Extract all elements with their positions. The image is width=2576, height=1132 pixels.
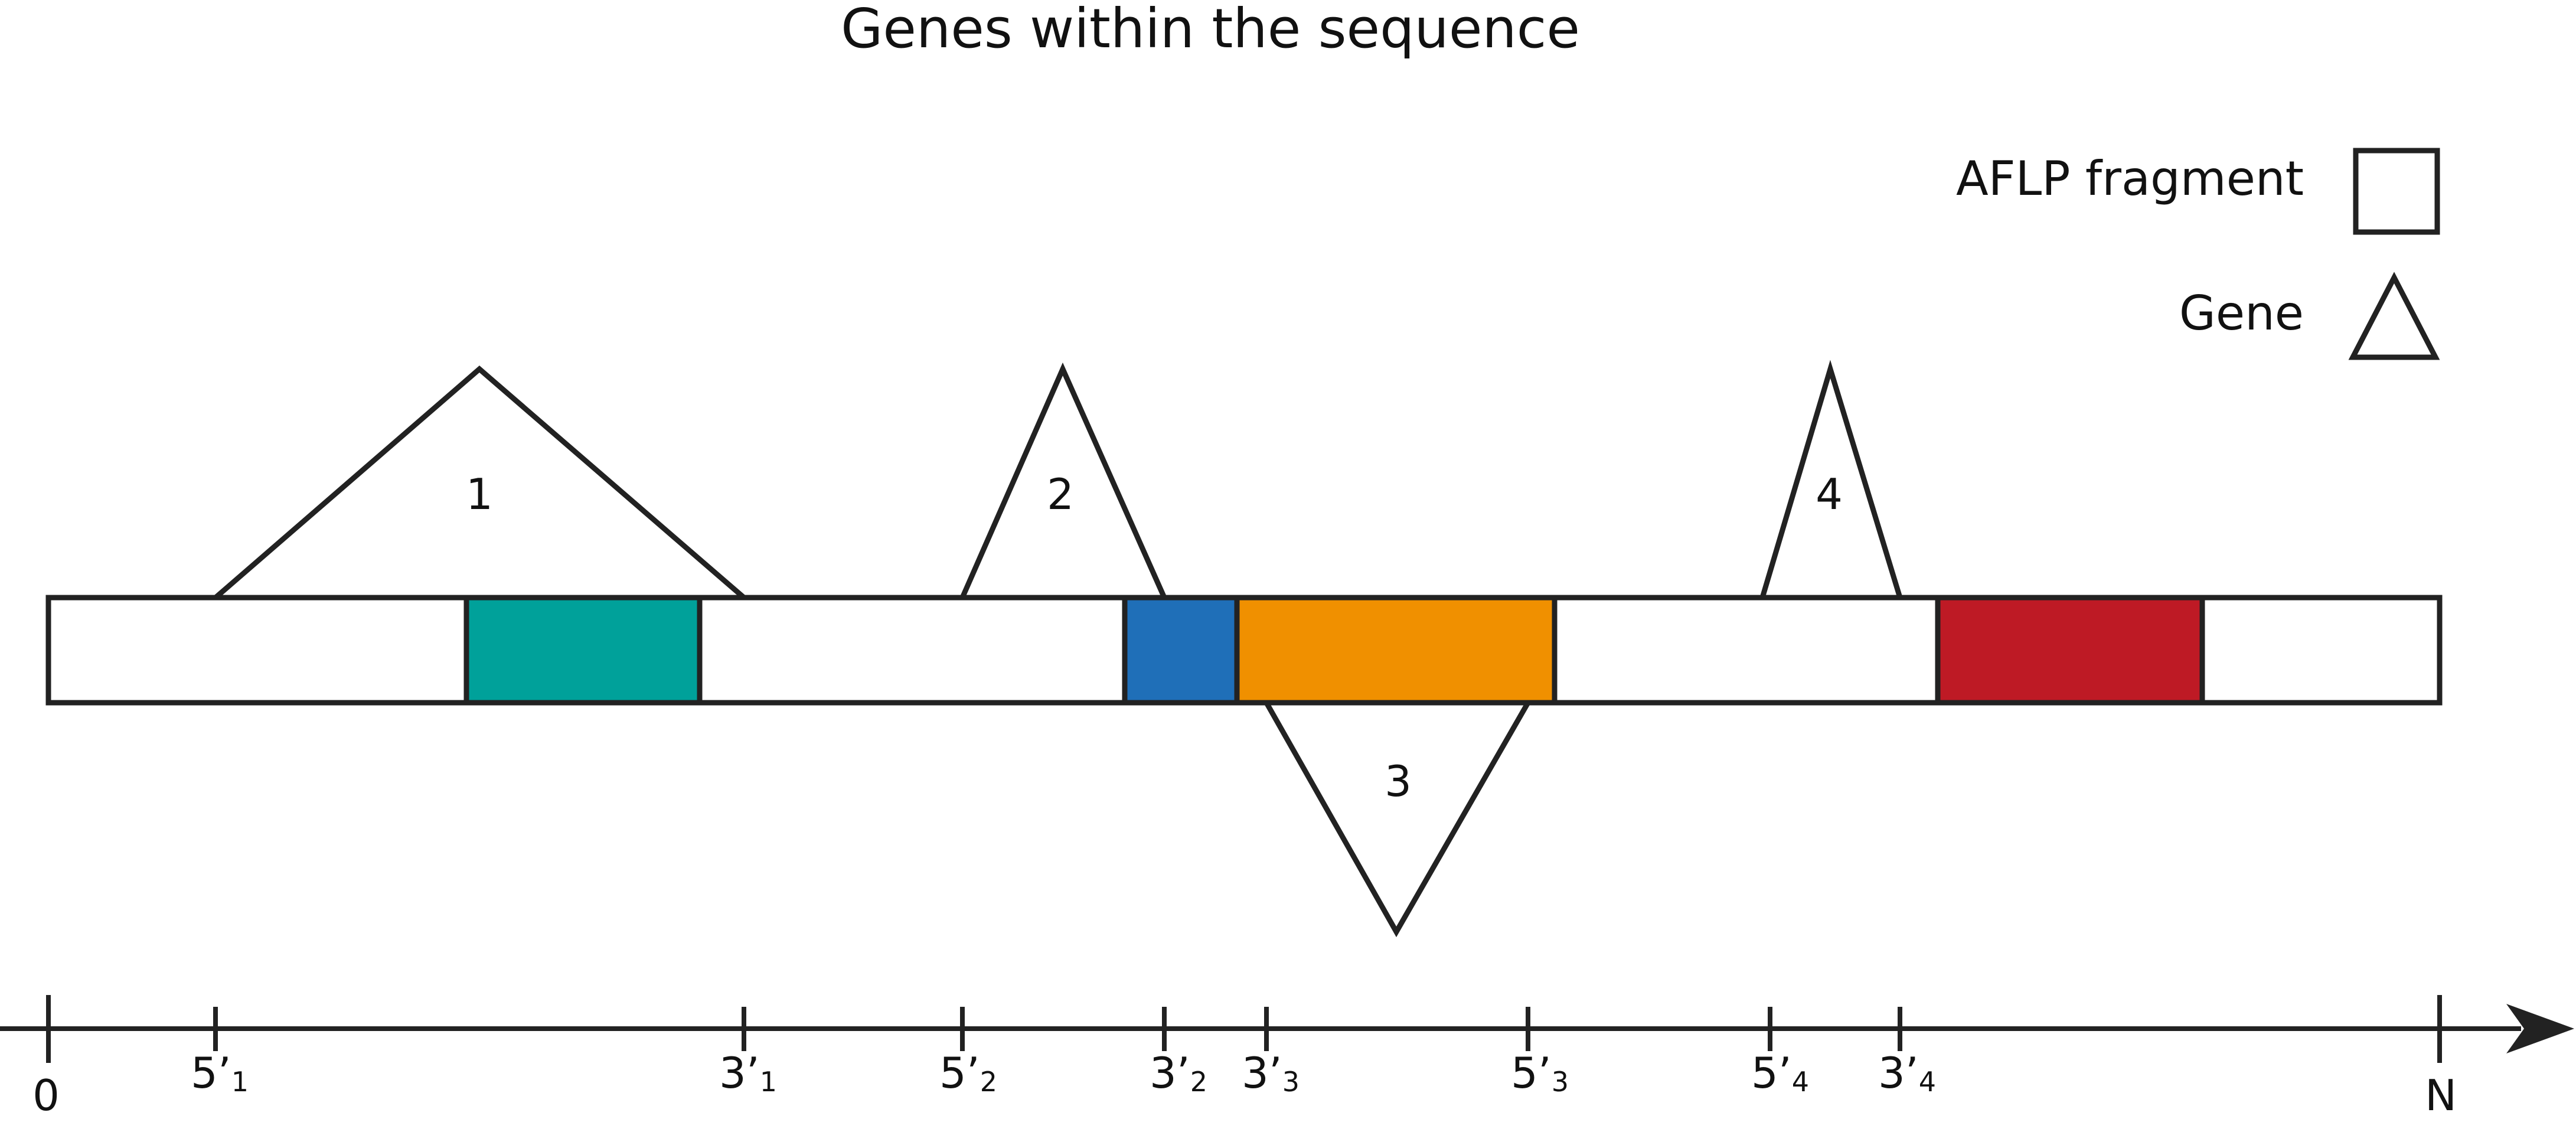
- axis-label-5-1: 5’1: [191, 1048, 249, 1098]
- legend-gene-triangle: [2348, 272, 2440, 360]
- fragment-orange: [1234, 595, 1558, 706]
- legend-fragment-label: AFLP fragment: [1956, 151, 2304, 206]
- axis-label-3-2: 3’2: [1150, 1048, 1207, 1098]
- axis-label-start: 0: [32, 1071, 60, 1120]
- axis-arrowhead: [2506, 1004, 2574, 1053]
- gene-1-label: 1: [466, 469, 493, 519]
- fragment-blue: [1122, 595, 1240, 706]
- fragment-red: [1935, 595, 2205, 706]
- axis-label-5-4: 5’4: [1751, 1048, 1809, 1098]
- sequence-bar: [45, 595, 2443, 706]
- position-axis: 0 N 5’1 3’1 5’2 3’2 3’3 5’3 5’4 3’4: [0, 995, 2574, 1120]
- gene-3-label: 3: [1385, 756, 1412, 806]
- legend-fragment-swatch: [2353, 148, 2440, 235]
- gene-4-label: 4: [1816, 469, 1843, 519]
- gene-2-label: 2: [1047, 469, 1074, 519]
- axis-label-3-4: 3’4: [1878, 1048, 1936, 1098]
- diagram-title: Genes within the sequence: [841, 0, 1580, 60]
- axis-label-5-2: 5’2: [939, 1048, 997, 1098]
- legend: AFLP fragment Gene: [1956, 148, 2440, 360]
- legend-gene-label: Gene: [2179, 286, 2304, 341]
- axis-label-3-1: 3’1: [719, 1048, 777, 1098]
- axis-label-5-3: 5’3: [1511, 1048, 1569, 1098]
- sequence-outline: [45, 595, 2443, 706]
- axis-label-end: N: [2425, 1071, 2457, 1120]
- gene-3-triangle: [1262, 700, 1533, 938]
- axis-label-3-3: 3’3: [1242, 1048, 1300, 1098]
- fragment-teal: [463, 595, 703, 706]
